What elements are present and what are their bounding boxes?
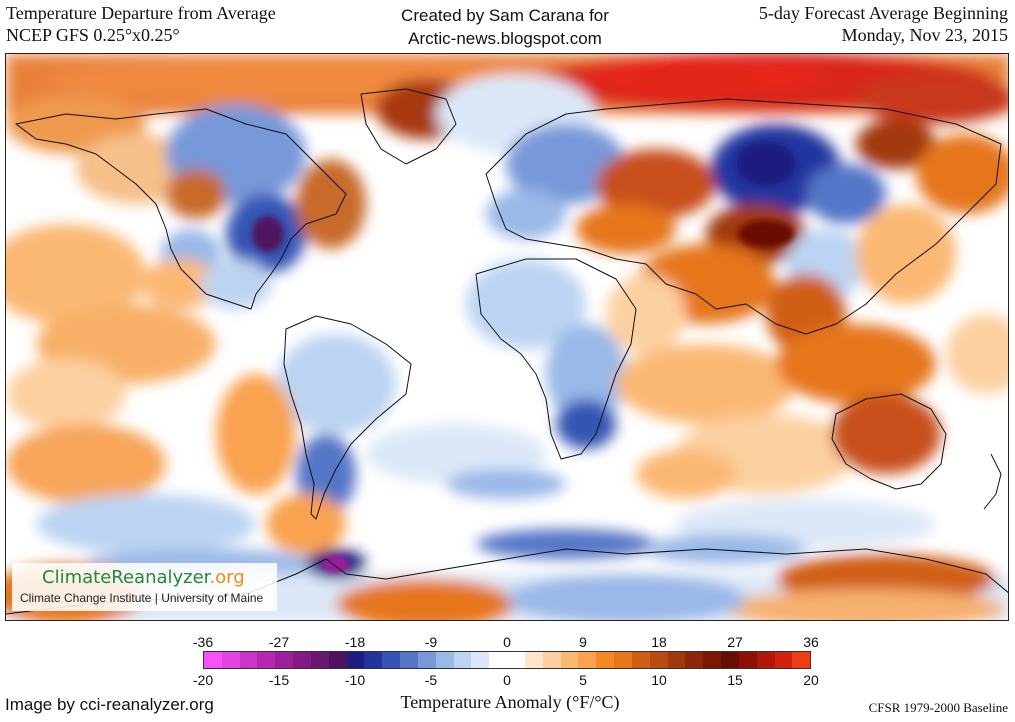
logo-name-main: ClimateReanalyzer xyxy=(42,567,210,588)
map-title: Temperature Departure from Average NCEP … xyxy=(6,2,276,46)
fahrenheit-tick-label: -9 xyxy=(424,634,438,650)
legend-color-cell xyxy=(328,652,347,668)
color-legend-bar xyxy=(203,651,811,669)
legend-color-cell xyxy=(435,652,454,668)
fahrenheit-tick-label: 0 xyxy=(503,634,511,650)
legend-color-cell xyxy=(275,652,294,668)
legend-color-cell xyxy=(738,652,757,668)
creator-line-2: Arctic-news.blogspot.com xyxy=(408,29,602,48)
world-anomaly-map xyxy=(5,53,1009,621)
logo-subtitle: Climate Change Institute | University of… xyxy=(20,591,264,605)
title-line-1: Temperature Departure from Average xyxy=(6,3,276,23)
celsius-scale: -20 -15 -10 -5 0 5 10 15 20 xyxy=(187,672,827,688)
legend-color-cell xyxy=(631,652,650,668)
legend-color-cell xyxy=(596,652,615,668)
legend-color-cell xyxy=(489,652,508,668)
creator-line-1: Created by Sam Carana for xyxy=(401,6,609,25)
fahrenheit-tick-label: 18 xyxy=(651,634,667,650)
legend-color-cell xyxy=(204,652,222,668)
legend-color-cell xyxy=(578,652,597,668)
legend-color-cell xyxy=(310,652,329,668)
legend-color-cell xyxy=(685,652,704,668)
celsius-tick-label: 20 xyxy=(803,672,819,688)
legend-color-cell xyxy=(257,652,276,668)
legend-color-cell xyxy=(417,652,436,668)
legend-color-cell xyxy=(221,652,240,668)
forecast-info: 5-day Forecast Average Beginning Monday,… xyxy=(759,2,1008,46)
fahrenheit-tick-label: 9 xyxy=(579,634,587,650)
celsius-tick-label: 15 xyxy=(727,672,743,688)
legend-color-cell xyxy=(649,652,668,668)
legend-color-cell xyxy=(774,652,793,668)
forecast-line-1: 5-day Forecast Average Beginning xyxy=(758,3,1008,23)
legend-color-cell xyxy=(507,652,525,668)
logo-title: ClimateReanalyzer.org xyxy=(42,567,245,589)
title-line-2: NCEP GFS 0.25°x0.25° xyxy=(6,25,180,45)
legend-color-cell xyxy=(400,652,418,668)
fahrenheit-tick-label: -27 xyxy=(268,634,290,650)
fahrenheit-tick-label: -18 xyxy=(344,634,366,650)
legend-color-cell xyxy=(293,652,311,668)
fahrenheit-tick-label: 27 xyxy=(727,634,743,650)
anomaly-hotspots xyxy=(252,65,796,572)
legend-color-cell xyxy=(364,652,383,668)
fahrenheit-scale: -36 -27 -18 -9 0 9 18 27 36 xyxy=(187,634,827,650)
legend-color-cell xyxy=(756,652,775,668)
celsius-tick-label: 5 xyxy=(579,672,587,688)
forecast-date: Monday, Nov 23, 2015 xyxy=(841,25,1008,45)
legend-color-cell xyxy=(667,652,686,668)
celsius-tick-label: -15 xyxy=(268,672,290,688)
baseline-note: CFSR 1979-2000 Baseline xyxy=(868,700,1008,715)
celsius-tick-label: -5 xyxy=(424,672,438,688)
celsius-tick-label: -10 xyxy=(344,672,366,688)
legend-color-cell xyxy=(703,652,722,668)
legend-color-cell xyxy=(560,652,579,668)
legend-color-cell xyxy=(382,652,401,668)
legend-color-cell xyxy=(471,652,490,668)
legend-axis-label: Temperature Anomaly (°F/°C) xyxy=(400,692,620,712)
map-canvas xyxy=(6,54,1008,620)
creator-credit: Created by Sam Carana for Arctic-news.bl… xyxy=(360,4,650,50)
celsius-tick-label: 10 xyxy=(651,672,667,688)
legend-color-cell xyxy=(792,652,811,668)
fahrenheit-tick-label: -36 xyxy=(192,634,214,650)
celsius-tick-label: 0 xyxy=(503,672,511,688)
legend-color-cell xyxy=(453,652,472,668)
legend-color-cell xyxy=(239,652,258,668)
logo-name-suffix: .org xyxy=(209,567,245,588)
image-credit: Image by cci-reanalyzer.org xyxy=(5,695,214,714)
legend-color-cell xyxy=(542,652,561,668)
legend-color-cell xyxy=(721,652,739,668)
celsius-tick-label: -20 xyxy=(192,672,214,688)
legend-color-cell xyxy=(346,652,365,668)
fahrenheit-tick-label: 36 xyxy=(803,634,819,650)
legend-color-cell xyxy=(614,652,632,668)
anomaly-field xyxy=(6,54,1008,620)
climate-reanalyzer-logo: ClimateReanalyzer.org Climate Change Ins… xyxy=(12,563,277,611)
legend-color-cell xyxy=(524,652,543,668)
